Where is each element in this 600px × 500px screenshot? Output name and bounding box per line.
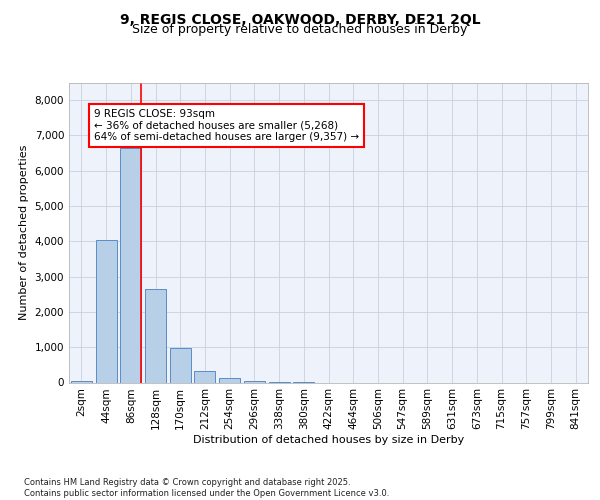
Bar — [194, 370, 215, 382]
Bar — [71, 380, 92, 382]
Bar — [145, 289, 166, 382]
Bar — [95, 240, 116, 382]
Bar — [170, 348, 191, 382]
X-axis label: Distribution of detached houses by size in Derby: Distribution of detached houses by size … — [193, 435, 464, 445]
Y-axis label: Number of detached properties: Number of detached properties — [19, 145, 29, 320]
Bar — [244, 380, 265, 382]
Text: Size of property relative to detached houses in Derby: Size of property relative to detached ho… — [133, 24, 467, 36]
Text: Contains HM Land Registry data © Crown copyright and database right 2025.
Contai: Contains HM Land Registry data © Crown c… — [24, 478, 389, 498]
Text: 9 REGIS CLOSE: 93sqm
← 36% of detached houses are smaller (5,268)
64% of semi-de: 9 REGIS CLOSE: 93sqm ← 36% of detached h… — [94, 109, 359, 142]
Bar — [120, 148, 141, 382]
Bar — [219, 378, 240, 382]
Text: 9, REGIS CLOSE, OAKWOOD, DERBY, DE21 2QL: 9, REGIS CLOSE, OAKWOOD, DERBY, DE21 2QL — [119, 12, 481, 26]
